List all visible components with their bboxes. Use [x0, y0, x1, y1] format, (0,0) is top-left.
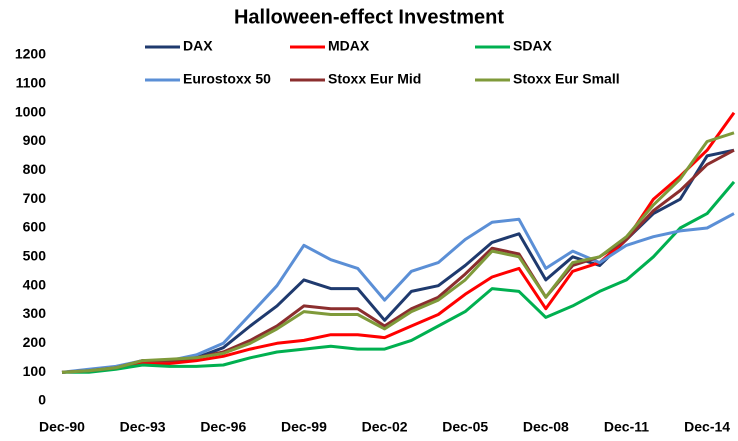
legend-label: MDAX — [328, 38, 370, 54]
y-tick-label: 0 — [38, 392, 46, 408]
y-tick-label: 800 — [23, 161, 47, 177]
legend-label: Eurostoxx 50 — [183, 71, 271, 87]
x-tick-label: Dec-96 — [200, 419, 246, 435]
series-line — [62, 180, 736, 374]
x-tick-label: Dec-99 — [281, 419, 327, 435]
y-tick-label: 700 — [23, 190, 47, 206]
y-tick-label: 1200 — [15, 46, 46, 62]
y-tick-label: 100 — [23, 363, 47, 379]
series-line — [61, 148, 735, 374]
series-line — [61, 148, 735, 374]
y-tick-label: 600 — [23, 219, 47, 235]
legend-label: SDAX — [513, 38, 553, 54]
legend-label: Stoxx Eur Mid — [328, 71, 421, 87]
y-tick-label: 900 — [23, 132, 47, 148]
y-tick-label: 500 — [23, 248, 47, 264]
legend-label: Stoxx Eur Small — [513, 71, 620, 87]
x-tick-label: Dec-08 — [523, 419, 569, 435]
y-tick-label: 400 — [23, 276, 47, 292]
y-tick-label: 200 — [23, 334, 47, 350]
x-tick-label: Dec-90 — [39, 419, 85, 435]
y-tick-label: 1100 — [16, 75, 47, 91]
y-tick-label: 1000 — [15, 103, 46, 119]
series-line — [61, 131, 735, 374]
x-tick-label: Dec-14 — [684, 419, 730, 435]
x-tick-label: Dec-02 — [362, 419, 408, 435]
series-line — [61, 212, 735, 374]
chart-title: Halloween-effect Investment — [234, 6, 504, 28]
x-tick-label: Dec-11 — [604, 419, 649, 435]
x-tick-label: Dec-05 — [442, 419, 488, 435]
x-tick-label: Dec-93 — [120, 419, 166, 435]
legend-label: DAX — [183, 38, 213, 54]
y-tick-label: 300 — [23, 305, 47, 321]
